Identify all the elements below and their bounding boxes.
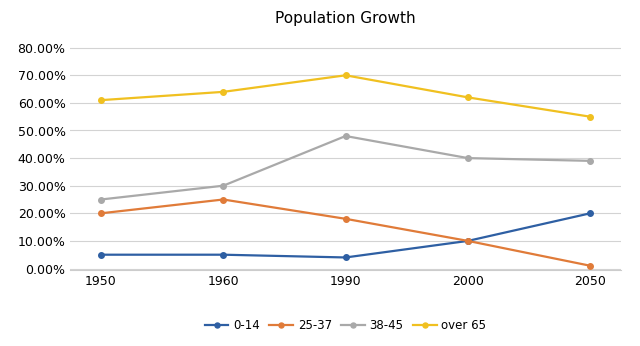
25-37 <box>464 239 472 243</box>
0-14 <box>97 253 105 257</box>
25-37 <box>97 211 105 215</box>
0-14 <box>464 239 472 243</box>
0-14 <box>586 211 594 215</box>
0-14 <box>220 253 227 257</box>
Legend: 0-14, 25-37, 38-45, over 65: 0-14, 25-37, 38-45, over 65 <box>200 314 491 336</box>
38-45 <box>97 198 105 202</box>
Line: 25-37: 25-37 <box>98 197 593 268</box>
Line: 38-45: 38-45 <box>98 133 593 202</box>
over 65 <box>97 98 105 102</box>
Title: Population Growth: Population Growth <box>275 11 416 26</box>
25-37 <box>342 217 349 221</box>
38-45 <box>586 159 594 163</box>
25-37 <box>220 198 227 202</box>
Line: over 65: over 65 <box>98 73 593 119</box>
over 65 <box>220 90 227 94</box>
over 65 <box>464 95 472 99</box>
over 65 <box>342 73 349 78</box>
0-14 <box>342 255 349 260</box>
38-45 <box>464 156 472 160</box>
25-37 <box>586 264 594 268</box>
38-45 <box>342 134 349 138</box>
Line: 0-14: 0-14 <box>98 210 593 260</box>
over 65 <box>586 115 594 119</box>
38-45 <box>220 184 227 188</box>
